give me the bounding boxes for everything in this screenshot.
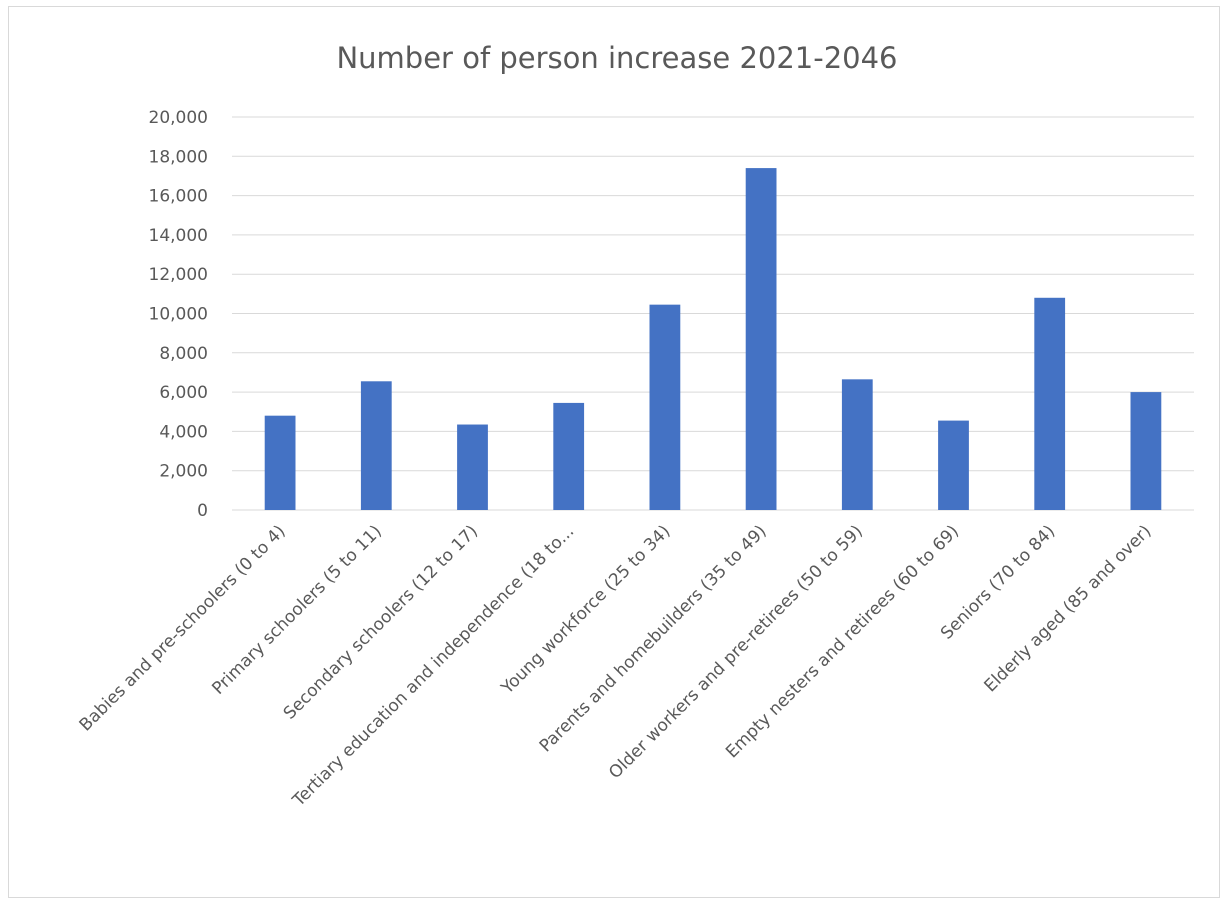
x-category-label: Primary schoolers (5 to 11) [208,521,385,698]
bar [938,420,969,510]
x-category-label: Babies and pre-schoolers (0 to 4) [76,521,290,735]
y-tick-label: 12,000 [149,265,208,285]
y-tick-label: 4,000 [159,422,208,442]
chart-frame [8,6,1220,898]
x-category-label: Secondary schoolers (12 to 17) [280,521,482,723]
y-tick-label: 8,000 [159,344,208,364]
y-tick-label: 14,000 [149,226,208,246]
gridlines [232,116,1194,511]
y-tick-label: 20,000 [149,108,208,128]
y-tick-label: 0 [197,501,208,521]
bar [457,424,488,510]
bar [360,381,392,510]
y-tick-label: 18,000 [149,147,208,167]
bar [745,168,777,510]
y-tick-label: 10,000 [149,305,208,325]
x-category-label: Young workforce (25 to 34) [497,521,675,699]
bar [1130,392,1162,510]
y-axis-ticks: 0 2,000 4,000 6,000 8,000 10,000 12,000 14,000 1… [149,108,208,521]
bar [553,402,585,510]
bar [841,379,873,510]
bars [264,168,1162,510]
y-tick-label: 2,000 [159,462,208,482]
y-tick-label: 6,000 [159,383,208,403]
bar [1034,297,1066,510]
chart-title: Number of person increase 2021-2046 [336,41,897,75]
x-category-label: Elderly aged (85 and over) [981,521,1156,696]
bar [264,415,296,510]
x-axis-labels: Babies and pre-schoolers (0 to 4)Primary… [76,521,1156,811]
bar [649,304,681,510]
y-tick-label: 16,000 [149,187,208,207]
